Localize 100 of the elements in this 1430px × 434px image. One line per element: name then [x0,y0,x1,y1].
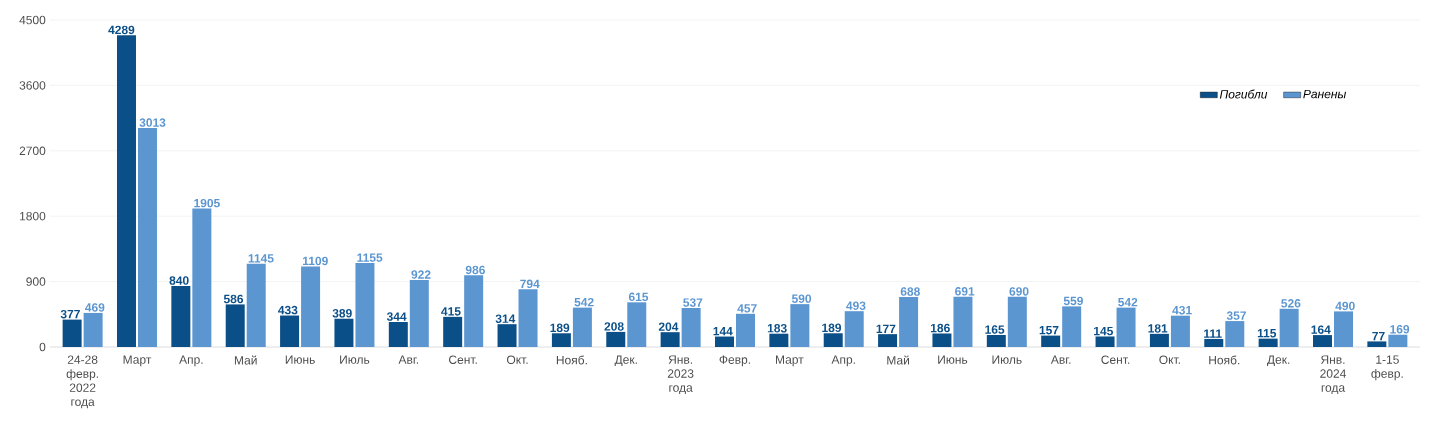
bar [844,311,864,347]
legend-label: Погибли [1219,89,1268,99]
bar [986,335,1006,347]
data-label: 469 [85,303,105,312]
data-label: 177 [876,324,896,333]
bar [225,304,245,347]
data-label: 186 [930,323,950,333]
data-label: 590 [791,294,812,303]
bar [681,307,701,347]
data-label: 493 [846,301,866,310]
x-tick-label: Март [123,355,152,367]
bar [116,35,136,347]
data-label: 377 [60,309,80,319]
x-tick-label: Янв. 2024 года [1320,355,1346,395]
data-label: 431 [1172,305,1192,315]
bar [83,312,103,347]
bar [443,316,463,347]
bar [518,289,538,347]
data-label: 389 [332,309,352,318]
bar [1095,336,1115,347]
x-tick-label: Дек. [614,355,637,367]
bar [1225,321,1245,347]
bar [171,285,191,347]
data-label: 204 [658,322,679,331]
data-label: 1905 [194,198,220,208]
bar [790,304,810,347]
bar [823,333,843,347]
bar [334,318,354,347]
bar [1279,308,1299,347]
data-label: 145 [1094,326,1113,336]
bar [769,333,789,347]
bar [878,334,898,347]
bar [1388,334,1408,347]
x-tick-label: Сент. [1101,355,1130,364]
x-tick-label: Окт. [1159,355,1180,364]
bar [735,313,755,347]
data-label: 183 [767,323,787,333]
y-tick-label: 900 [26,277,46,286]
data-label: 542 [1118,297,1138,307]
data-label: 4289 [108,25,135,35]
x-tick-label: Июль [340,355,370,364]
data-label: 181 [1148,324,1168,333]
x-tick-label: Апр. [831,355,855,367]
bar [137,128,157,347]
bar [409,280,429,347]
bar [660,332,680,347]
x-tick-label: Март [775,355,804,367]
x-tick-label: Янв. 2023 года [667,355,694,395]
data-label: 164 [1311,325,1331,334]
bar [246,263,266,347]
x-tick-label: Июнь [285,355,315,364]
y-tick-label: 3600 [19,81,46,90]
x-tick-label: Дек. [1267,355,1290,367]
bar [388,322,408,347]
x-tick-label: Нояб. [556,355,587,365]
bar [606,331,626,347]
data-label: 165 [985,325,1005,334]
y-tick-label: 2700 [19,146,46,156]
data-label: 357 [1226,311,1246,320]
bar [1204,338,1224,347]
data-label: 690 [1009,287,1029,296]
data-label: 1145 [248,254,274,263]
data-label: 922 [411,270,431,279]
data-label: 157 [1039,326,1059,335]
x-tick-label: 24-28 февр. 2022 года [66,355,98,409]
bar [551,333,571,347]
bar [899,297,919,347]
x-tick-label: Авг. [1050,355,1071,364]
bar [301,266,321,347]
legend-label: Ранены [1303,89,1347,99]
x-tick-label: Май [234,355,257,365]
bar [464,275,484,347]
data-label: 111 [1204,329,1222,338]
bar [1116,307,1136,347]
data-label: 208 [604,322,624,331]
bar [1258,338,1278,347]
data-label: 490 [1335,301,1355,311]
bar [1170,315,1190,347]
x-tick-label: Февр. [719,355,750,367]
x-tick-label: Сент. [449,355,477,364]
data-label: 1109 [303,256,328,266]
data-label: 615 [628,292,649,302]
bar [280,315,300,347]
x-tick-label: Июнь [938,355,968,364]
bar [572,307,592,347]
data-label: 344 [386,312,407,321]
y-tick-label: 1800 [20,211,46,221]
bar [497,324,517,347]
data-label: 586 [223,294,244,304]
data-label: 542 [574,297,594,307]
y-tick-label: 0 [39,342,46,352]
bar [1313,335,1332,347]
x-tick-label: Окт. [506,355,528,364]
data-label: 526 [1281,299,1301,308]
data-label: 559 [1063,296,1083,306]
data-label: 314 [495,314,516,323]
x-tick-label: 1-15 февр. [1371,355,1403,381]
bar [1334,311,1353,347]
bar [1041,335,1061,347]
bar [1062,306,1082,347]
